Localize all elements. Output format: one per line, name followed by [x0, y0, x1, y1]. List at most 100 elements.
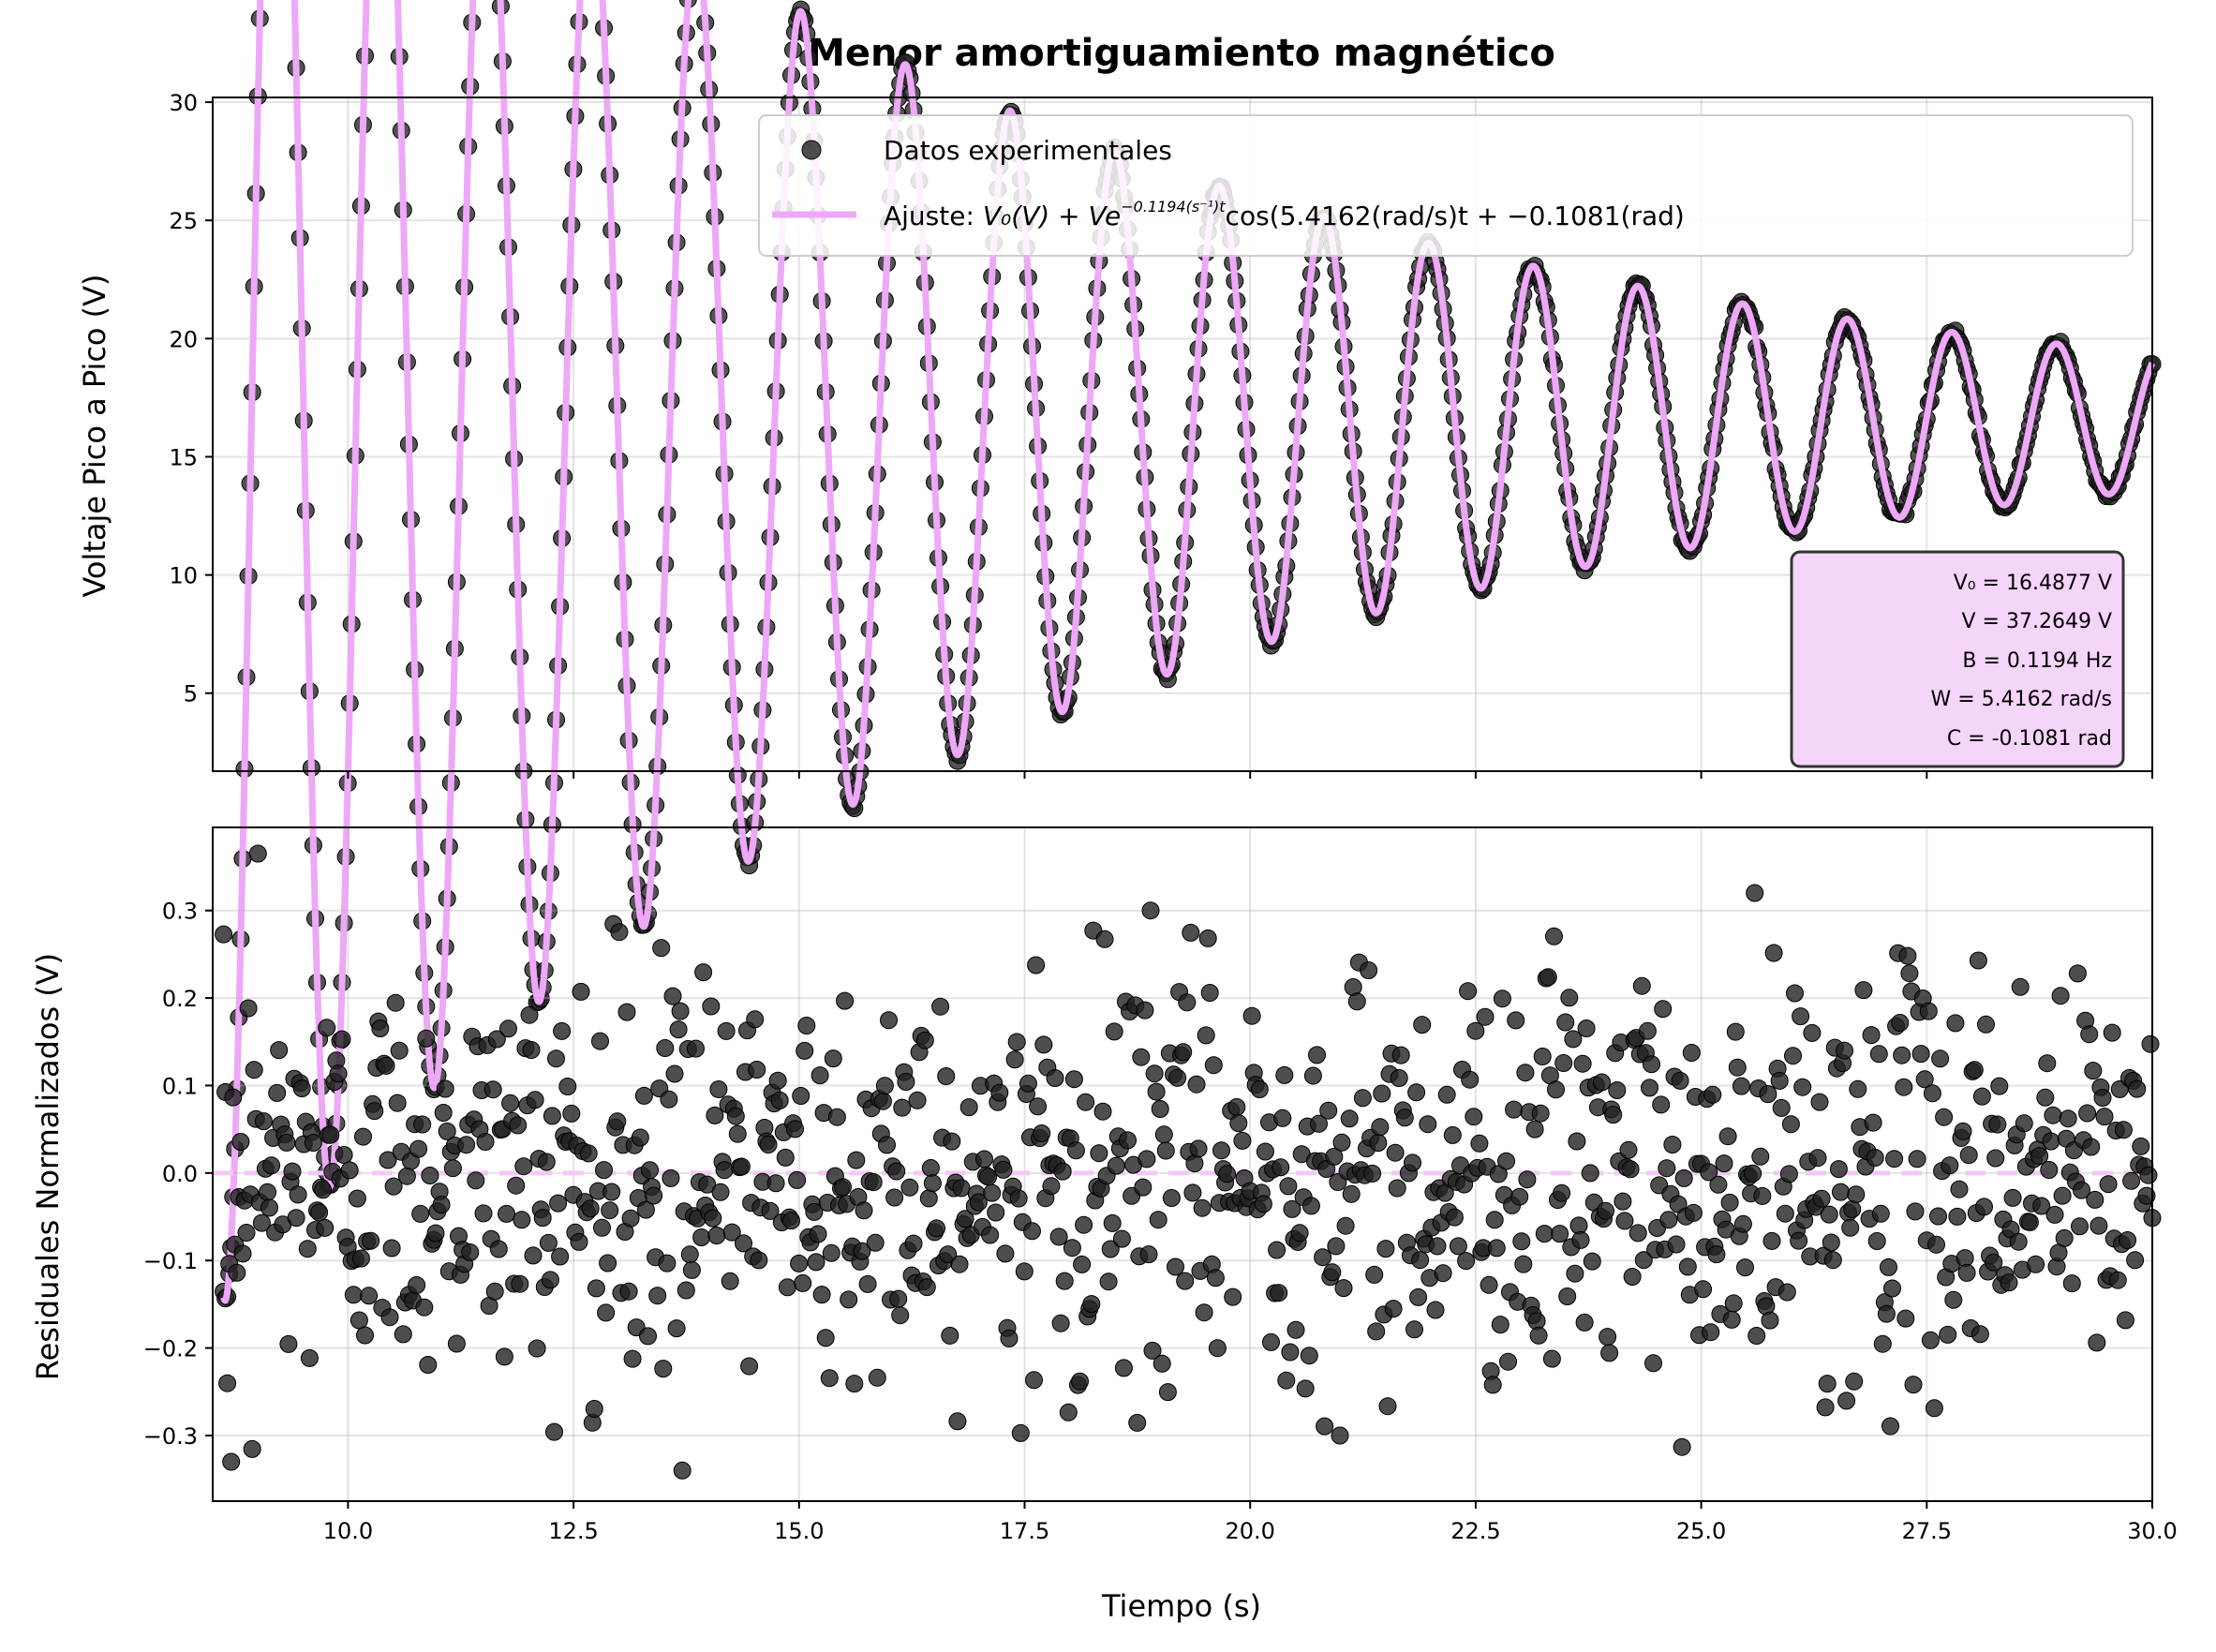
residual-point [1568, 1132, 1586, 1151]
residual-point [1212, 1141, 1230, 1160]
residual-point [1384, 1300, 1403, 1318]
residual-point [1178, 993, 1197, 1012]
residual-point [467, 1171, 485, 1190]
residual-point [495, 1347, 513, 1366]
residual-point [2088, 1333, 2106, 1352]
residual-point [2126, 1251, 2145, 1270]
residual-point [1619, 1140, 1638, 1159]
residual-point [2015, 1114, 2033, 1133]
x-tick-label: 15.0 [774, 1518, 824, 1544]
residual-point [1491, 1316, 1510, 1334]
residual-point [390, 1041, 409, 1060]
residual-point [1893, 1046, 1911, 1064]
residual-point [663, 987, 682, 1005]
residual-point [878, 1136, 896, 1154]
residual-point [314, 1181, 333, 1199]
stat-v: V = 37.2649 V [1962, 610, 2113, 633]
residual-point [1273, 1109, 1292, 1127]
residual-point [1604, 1106, 1623, 1124]
residual-point [1841, 1218, 1860, 1237]
residual-point [526, 1091, 544, 1109]
residual-point [1268, 1241, 1286, 1259]
residual-point [382, 1239, 401, 1258]
residual-point [333, 1030, 351, 1049]
residual-point [415, 1298, 434, 1317]
residual-point [1227, 1098, 1246, 1116]
residual-point [237, 1224, 256, 1242]
top-y-tick-label: 10 [169, 563, 198, 589]
residual-point [1956, 1249, 1974, 1268]
bottom-axes-frame [212, 826, 2153, 1502]
residual-point [1168, 1068, 1187, 1087]
residual-point [1864, 1113, 1882, 1132]
residual-point [1347, 992, 1366, 1011]
residual-point [1900, 964, 1919, 983]
x-axis-label: Tiempo (s) [1101, 1588, 1261, 1624]
residual-point [621, 1209, 640, 1228]
residual-point [371, 1019, 390, 1037]
residual-point [796, 1041, 814, 1060]
residual-point [386, 993, 405, 1012]
residual-point [1367, 1322, 1386, 1341]
residual-point [634, 1086, 653, 1105]
residual-point [252, 1213, 271, 1232]
residual-point [1283, 1199, 1301, 1218]
bottom-y-tick-label: −0.3 [143, 1423, 198, 1450]
residual-point [778, 1278, 796, 1297]
residual-point [1571, 1230, 1590, 1249]
residual-point [2053, 1186, 2072, 1205]
residual-point [660, 1090, 678, 1109]
residual-point [864, 1173, 883, 1192]
residual-point [474, 1204, 493, 1223]
residual-point [2137, 1186, 2156, 1205]
residual-point [740, 1357, 759, 1376]
residual-point [1925, 1399, 1943, 1418]
residual-point [811, 1066, 829, 1085]
residual-point [1990, 1077, 2009, 1095]
residual-point [419, 1356, 438, 1374]
residual-point [1224, 1287, 1242, 1306]
residual-point [656, 1039, 675, 1057]
residual-point [268, 1083, 287, 1102]
residual-point [1334, 1279, 1353, 1298]
residual-point [1204, 1056, 1223, 1075]
residual-point [1064, 1070, 1083, 1089]
residual-point [1156, 1141, 1175, 1160]
residual-point [834, 1178, 852, 1197]
residual-point [887, 1162, 906, 1181]
residual-point [1790, 1231, 1808, 1250]
residual-point [959, 1098, 978, 1117]
residual-point [1353, 1089, 1372, 1108]
residual-point [702, 997, 721, 1016]
residual-point [485, 1282, 504, 1301]
residual-point [673, 1461, 692, 1480]
residual-point [1149, 1211, 1167, 1229]
residual-point [1055, 1272, 1074, 1290]
residual-point [1426, 1301, 1445, 1319]
residual-point [1736, 1258, 1754, 1277]
residual-point [1007, 1033, 1026, 1051]
residual-point [983, 1183, 1002, 1202]
residual-point [222, 1452, 241, 1471]
residual-point [623, 1349, 642, 1368]
residual-point [948, 1412, 967, 1431]
residual-point [270, 1041, 289, 1060]
residual-point [409, 1139, 428, 1158]
residual-point [1560, 989, 1579, 1007]
residual-point [1732, 1077, 1750, 1095]
residual-point [1466, 1021, 1485, 1040]
residual-point [1514, 1255, 1533, 1273]
residual-point [919, 1189, 938, 1208]
residual-point [788, 1170, 807, 1189]
residual-point [1869, 1045, 1888, 1064]
residual-point [1832, 1183, 1850, 1201]
residual-point [1391, 1046, 1410, 1064]
residual-point [891, 1306, 910, 1325]
residual-point [1107, 1156, 1125, 1175]
residual-point [1233, 1131, 1252, 1150]
residual-point [1885, 1150, 1904, 1168]
residual-point [868, 1368, 886, 1387]
residual-point [987, 1203, 1005, 1222]
residual-point [1254, 1195, 1272, 1213]
residual-point [289, 1185, 307, 1204]
